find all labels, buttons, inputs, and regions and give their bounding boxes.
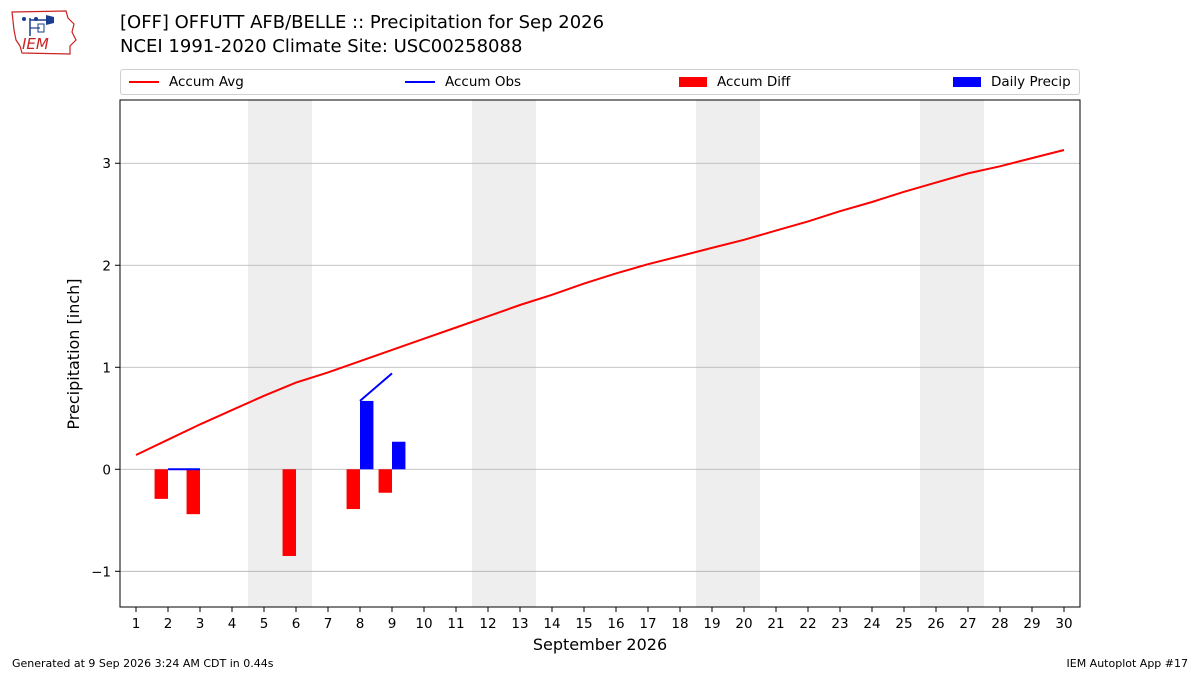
x-tick-label: 25 <box>895 616 912 632</box>
x-tick-label: 9 <box>388 616 397 632</box>
x-tick-label: 10 <box>415 616 432 632</box>
legend-item-accum-diff: Accum Diff <box>679 70 790 94</box>
weekend-shading <box>248 100 984 607</box>
x-tick-label: 15 <box>575 616 592 632</box>
x-tick-label: 18 <box>671 616 688 632</box>
x-tick-label: 12 <box>479 616 496 632</box>
legend-item-accum-obs: Accum Obs <box>405 70 521 94</box>
chart-title: [OFF] OFFUTT AFB/BELLE :: Precipitation … <box>120 12 605 33</box>
x-tick-label: 5 <box>260 616 269 632</box>
lines <box>135 149 1065 471</box>
y-axis-label: Precipitation [inch] <box>64 278 83 429</box>
y-tick-label: −1 <box>91 564 111 580</box>
x-tick-label: 16 <box>607 616 624 632</box>
x-tick-label: 27 <box>959 616 976 632</box>
x-tick-label: 26 <box>927 616 944 632</box>
accum-obs-line <box>168 372 393 471</box>
x-tick-label: 30 <box>1055 616 1072 632</box>
x-tick-label: 20 <box>735 616 752 632</box>
weekend-band <box>696 100 760 607</box>
y-axis-ticks: −1 0 1 2 3 <box>91 156 120 580</box>
y-tick-label: 1 <box>102 360 111 376</box>
x-tick-label: 17 <box>639 616 656 632</box>
legend-label-accum-avg: Accum Avg <box>169 74 244 90</box>
legend: Accum Avg Accum Obs Accum Diff Daily Pre… <box>120 69 1080 95</box>
weather-station-icon <box>22 15 54 36</box>
x-tick-label: 4 <box>228 616 237 632</box>
weekend-band <box>472 100 536 607</box>
accum-diff-bar <box>282 469 296 556</box>
legend-item-daily-precip: Daily Precip <box>953 70 1071 94</box>
x-tick-label: 6 <box>292 616 301 632</box>
footer-generated-text: Generated at 9 Sep 2026 3:24 AM CDT in 0… <box>12 657 274 670</box>
legend-swatch-daily-precip <box>953 77 981 87</box>
accum-diff-bar <box>378 469 392 493</box>
x-tick-label: 21 <box>767 616 784 632</box>
x-tick-label: 7 <box>324 616 333 632</box>
footer-app-text: IEM Autoplot App #17 <box>1066 657 1189 670</box>
legend-label-daily-precip: Daily Precip <box>991 74 1071 90</box>
x-tick-label: 11 <box>447 616 464 632</box>
iem-logo: IEM <box>11 10 77 55</box>
x-tick-label: 14 <box>543 616 560 632</box>
x-axis-ticks: 1 2 3 4 5 6 7 8 9 10 11 12 13 14 15 16 17 18 19 20 21 22 23 24 2… <box>132 607 1073 632</box>
x-tick-label: 1 <box>132 616 141 632</box>
x-tick-label: 23 <box>831 616 848 632</box>
accum-diff-bar <box>186 469 200 515</box>
x-tick-label: 28 <box>991 616 1008 632</box>
chart-subtitle: NCEI 1991-2020 Climate Site: USC00258088 <box>120 36 523 57</box>
legend-item-accum-avg: Accum Avg <box>129 70 244 94</box>
logo-text: IEM <box>22 35 49 53</box>
y-tick-label: 2 <box>102 258 111 274</box>
x-tick-label: 13 <box>511 616 528 632</box>
accum-diff-bar <box>346 469 360 510</box>
x-tick-label: 3 <box>196 616 205 632</box>
plot-frame <box>119 99 1081 608</box>
x-tick-label: 19 <box>703 616 720 632</box>
x-tick-label: 24 <box>863 616 880 632</box>
daily-precip-bar <box>360 400 374 470</box>
legend-swatch-accum-obs <box>405 81 435 83</box>
daily-precip-bar <box>392 441 406 470</box>
x-axis-label: September 2026 <box>533 635 667 654</box>
legend-label-accum-diff: Accum Diff <box>717 74 791 90</box>
x-tick-label: 22 <box>799 616 816 632</box>
legend-label-accum-obs: Accum Obs <box>445 74 522 90</box>
accum-diff-bar <box>154 469 168 499</box>
weekend-band <box>920 100 984 607</box>
gridlines <box>120 162 1080 572</box>
legend-swatch-accum-avg <box>129 81 159 83</box>
accum-avg-line <box>135 149 1065 456</box>
y-tick-label: 3 <box>102 156 111 172</box>
x-tick-label: 29 <box>1023 616 1040 632</box>
bars <box>154 400 406 556</box>
legend-swatch-accum-diff <box>679 77 707 87</box>
x-tick-label: 2 <box>164 616 173 632</box>
y-tick-label: 0 <box>102 462 111 478</box>
x-tick-label: 8 <box>356 616 365 632</box>
weekend-band <box>248 100 312 607</box>
